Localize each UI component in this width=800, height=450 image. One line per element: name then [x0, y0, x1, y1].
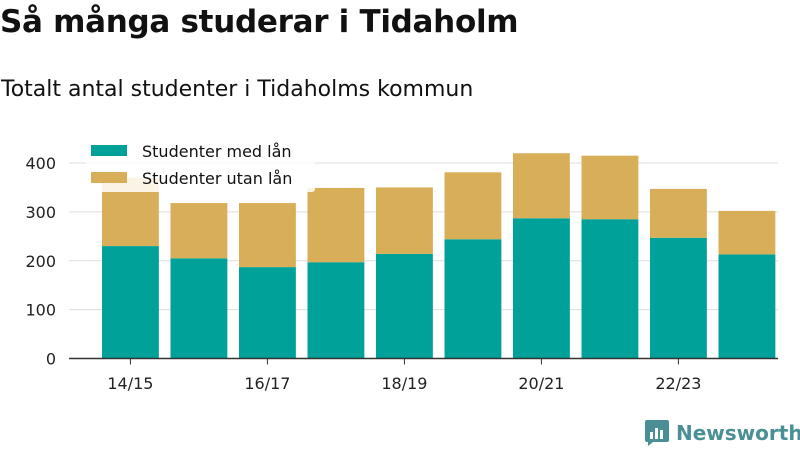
x-axis-ticks: 14/15 16/17 18/19 20/21 22/23 — [107, 358, 701, 393]
x-tick-label: 20/21 — [518, 374, 564, 393]
bar-without-loan-17-18 — [307, 187, 365, 263]
bar-with-loan-16-17 — [239, 267, 296, 359]
bar-with-loan-22-23 — [650, 237, 707, 359]
bar-with-loan-23-24 — [718, 254, 776, 359]
legend-swatch-no-loan — [91, 172, 127, 183]
y-tick-label: 100 — [25, 301, 56, 320]
bar-with-loan-15-16 — [170, 258, 228, 359]
legend-background — [86, 136, 315, 192]
bar-with-loan-21-22 — [581, 219, 639, 359]
x-tick-label: 14/15 — [107, 374, 153, 393]
bar-without-loan-20-21 — [513, 153, 570, 219]
legend: Studenter med lån Studenter utan lån — [86, 136, 315, 192]
y-tick-label: 400 — [25, 154, 56, 173]
y-tick-label: 0 — [46, 350, 56, 369]
x-tick-label: 22/23 — [655, 374, 701, 393]
bar-with-loan-20-21 — [513, 218, 570, 359]
newsworthy-logo-icon — [645, 420, 669, 446]
bar-without-loan-16-17 — [239, 203, 296, 268]
legend-label-no-loan: Studenter utan lån — [142, 169, 292, 188]
chart-title: Så många studerar i Tidaholm — [0, 4, 519, 40]
x-tick-label: 16/17 — [244, 374, 290, 393]
bar-with-loan-18-19 — [376, 253, 433, 359]
x-tick-label: 18/19 — [381, 374, 427, 393]
bar-without-loan-23-24 — [718, 210, 776, 255]
brand-logo[interactable]: Newsworthy — [644, 419, 800, 447]
bar-with-loan-19-20 — [444, 239, 502, 359]
bar-with-loan-17-18 — [307, 262, 365, 359]
legend-label-loan: Studenter med lån — [142, 142, 292, 161]
bar-without-loan-15-16 — [170, 203, 228, 259]
brand-name: Newsworthy — [676, 421, 800, 445]
legend-swatch-loan — [91, 145, 127, 156]
y-tick-label: 200 — [25, 252, 56, 271]
y-tick-label: 300 — [25, 203, 56, 222]
bar-without-loan-18-19 — [376, 187, 433, 254]
chart-subtitle: Totalt antal studenter i Tidaholms kommu… — [1, 77, 474, 102]
bars — [102, 153, 776, 359]
bar-without-loan-19-20 — [444, 172, 502, 240]
bar-without-loan-22-23 — [650, 188, 707, 238]
bar-with-loan-14-15 — [102, 246, 159, 359]
y-axis-ticks: 0 100 200 300 400 — [25, 154, 56, 369]
bar-without-loan-21-22 — [581, 155, 639, 220]
